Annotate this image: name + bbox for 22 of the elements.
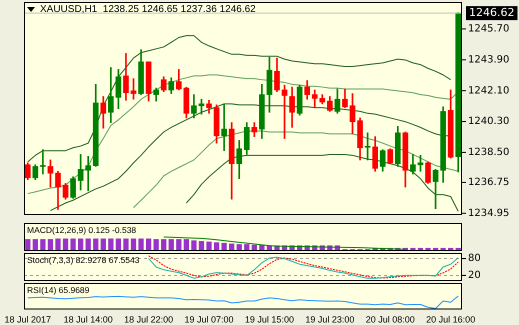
y-tick-label: 20 <box>468 270 481 281</box>
y-tick-label: 80 <box>468 253 481 264</box>
chart-title: XAUUSD,H1 1238.25 1246.65 1237.36 1246.62 <box>40 4 256 15</box>
y-tick-label: 1243.90 <box>468 54 510 66</box>
chart-title: RSI(14) 65.9689 <box>27 285 90 295</box>
x-tick-label: 18 Jul 2017 <box>4 314 52 324</box>
y-tick-label: 1245.70 <box>468 24 510 35</box>
x-tick-label: 19 Jul 07:00 <box>184 314 234 324</box>
x-tick-label: 20 Jul 16:00 <box>426 314 476 324</box>
chart-title: MACD(12,26,9) 0.125 -0.538 <box>27 225 136 235</box>
x-tick-label: 18 Jul 14:00 <box>64 314 113 324</box>
x-tick-label: 20 Jul 08:00 <box>366 314 415 324</box>
x-tick-label: 19 Jul 15:00 <box>244 314 294 324</box>
y-tick-label: 1240.30 <box>468 116 510 128</box>
x-tick-label: 19 Jul 23:00 <box>305 314 354 324</box>
y-tick-label: 1236.75 <box>468 177 510 188</box>
y-tick-label: 1234.95 <box>468 208 510 219</box>
y-tick-label: 1238.50 <box>468 146 510 158</box>
chart-title: Stoch(7,3,3) 82.9278 67.5543 <box>27 255 140 265</box>
y-tick-label: 1242.10 <box>468 85 510 96</box>
x-tick-label: 18 Jul 22:00 <box>124 314 174 324</box>
ref-line-label: 1246.62 <box>469 6 514 20</box>
